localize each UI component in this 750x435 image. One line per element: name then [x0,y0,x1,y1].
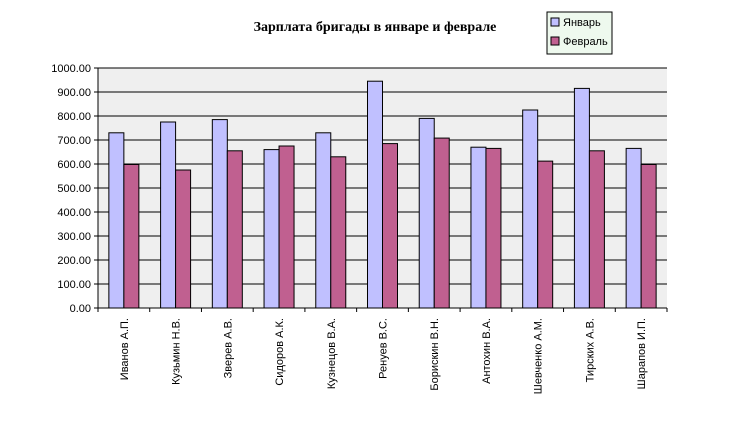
y-tick-labels: 0.00 100.00 200.00 300.00 400.00 500.00 600.00… [51,63,91,315]
x-tick-label: Борискин В.Н. [429,318,441,391]
x-tick-label: Тирских А.В. [584,318,596,382]
bar-february [485,147,502,309]
chart-title: Зарплата бригады в январе и феврале [254,20,497,35]
bar-february [382,143,398,309]
x-tick-label: Антохин В.А. [481,318,493,384]
x-tick-label: Ренуев В.С. [378,318,390,379]
y-tick-label: 1000.00 [51,63,91,75]
bar-february [330,156,347,309]
bar-january [573,87,590,309]
x-tick-label: Сидоров А.К. [274,318,286,386]
y-tick-label: 200.00 [57,255,91,267]
bar-january [211,119,228,309]
axes [94,67,668,312]
bar-january [315,132,332,309]
bar-february [226,150,243,309]
bar-january [108,132,125,309]
legend-swatch-february [550,36,560,46]
bar-february [640,163,657,309]
x-tick-label: Кузнецов В.А. [326,318,338,389]
bar-january [470,146,487,309]
x-tick-labels: Иванов А.П. Кузьмин Н.В. Зверев А.В. Сидоро… [119,318,648,394]
bar-february [433,137,450,309]
y-tick-label: 400.00 [57,207,91,219]
y-tick-label: 700.00 [57,135,91,147]
y-tick-label: 900.00 [57,87,91,99]
y-tick-label: 600.00 [57,159,91,171]
bar-february [588,150,605,309]
bar-january [263,149,280,309]
bar-january [522,109,539,309]
legend: Январь Февраль [546,11,613,55]
y-tick-label: 100.00 [57,279,91,291]
y-tick-label: 0.00 [70,303,91,315]
bar-january [625,147,642,309]
x-tick-label: Зверев А.В. [222,318,234,378]
bar-january [367,80,383,309]
bar-january [418,117,435,309]
legend-label-january: Январь [563,17,601,29]
bar-february [175,169,192,309]
x-tick-label: Иванов А.П. [119,318,131,380]
legend-swatch-january [550,17,560,27]
legend-label-february: Февраль [563,36,608,48]
x-tick-label: Шевченко А.М. [533,318,545,394]
bar-january [160,121,177,309]
x-tick-label: Шарапов И.П. [636,318,648,389]
y-tick-label: 800.00 [57,111,91,123]
y-tick-label: 500.00 [57,183,91,195]
bar-february [278,145,295,309]
x-tick-label: Кузьмин Н.В. [171,318,183,385]
y-tick-label: 300.00 [57,231,91,243]
bar-february [123,163,140,309]
bar-february [537,160,554,309]
